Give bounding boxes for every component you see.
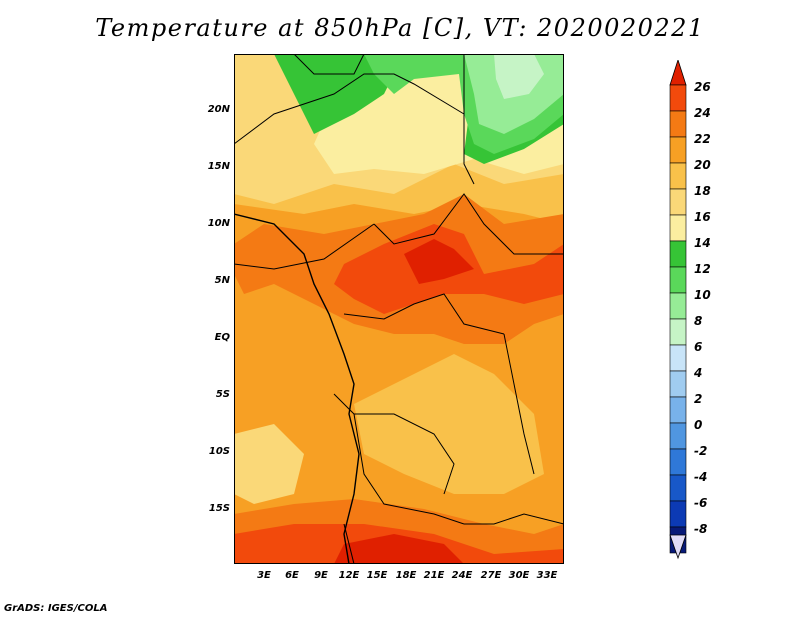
- colorbar-label: 8: [694, 314, 703, 328]
- colorbar-cell: [669, 136, 687, 164]
- map-frame: [234, 54, 564, 564]
- colorbar-label: -2: [694, 444, 708, 458]
- colorbar-cell: [669, 240, 687, 268]
- colorbar-label: 0: [694, 418, 703, 432]
- x-tick-label: 27E: [480, 570, 502, 581]
- x-tick-label: 9E: [314, 570, 328, 581]
- colorbar-cell: [669, 84, 687, 112]
- x-tick-label: 24E: [451, 570, 473, 581]
- colorbar-label: 12: [694, 262, 711, 276]
- colorbar-cell: [669, 162, 687, 190]
- colorbar-cell: [669, 370, 687, 398]
- colorbar-label: 4: [694, 366, 703, 380]
- field-18-south: [354, 354, 544, 494]
- colorbar-label: 24: [694, 106, 711, 120]
- field-16-south: [234, 424, 304, 504]
- x-tick-label: 30E: [508, 570, 530, 581]
- y-tick-label: 20N: [207, 104, 230, 115]
- colorbar-label: -4: [694, 470, 708, 484]
- colorbar-cell: [669, 110, 687, 138]
- colorbar: [669, 60, 687, 560]
- x-tick-label: 18E: [395, 570, 417, 581]
- colorbar-label: 20: [694, 158, 711, 172]
- colorbar-label: 10: [694, 288, 711, 302]
- temperature-map: [234, 54, 564, 564]
- colorbar-cell: [669, 344, 687, 372]
- colorbar-label: 6: [694, 340, 703, 354]
- x-tick-label: 12E: [338, 570, 360, 581]
- country-borders: [234, 54, 564, 564]
- x-tick-label: 15E: [366, 570, 388, 581]
- x-tick-label: 21E: [423, 570, 445, 581]
- footer-credit: GrADS: IGES/COLA: [4, 603, 108, 614]
- y-tick-label: 15N: [207, 161, 230, 172]
- colorbar-bottom-arrow: [669, 534, 687, 560]
- coastline: [234, 213, 360, 564]
- colorbar-cell: [669, 318, 687, 346]
- colorbar-label: 14: [694, 236, 711, 250]
- y-tick-label: 5N: [214, 275, 230, 286]
- colorbar-cell: [669, 188, 687, 216]
- colorbar-cell: [669, 422, 687, 450]
- colorbar-label: 22: [694, 132, 711, 146]
- colorbar-label: 26: [694, 80, 711, 94]
- field-26-south: [334, 534, 464, 564]
- x-tick-label: 33E: [536, 570, 558, 581]
- colorbar-label: -6: [694, 496, 708, 510]
- y-tick-label: 10S: [208, 446, 230, 457]
- field-6-north: [494, 54, 544, 99]
- y-tick-label: EQ: [214, 332, 230, 343]
- x-tick-label: 3E: [257, 570, 271, 581]
- colorbar-cell: [669, 266, 687, 294]
- colorbar-cell: [669, 500, 687, 528]
- x-tick-label: 6E: [285, 570, 299, 581]
- colorbar-label: 2: [694, 392, 703, 406]
- colorbar-cell: [669, 448, 687, 476]
- plot-title: Temperature at 850hPa [C], VT: 202002022…: [95, 14, 705, 42]
- colorbar-cell: [669, 214, 687, 242]
- field-26-core: [404, 239, 474, 284]
- colorbar-label: 18: [694, 184, 711, 198]
- colorbar-label: -8: [694, 522, 708, 536]
- colorbar-label: 16: [694, 210, 711, 224]
- y-tick-label: 10N: [207, 218, 230, 229]
- y-tick-label: 15S: [208, 503, 230, 514]
- y-tick-label: 5S: [215, 389, 230, 400]
- colorbar-cell: [669, 396, 687, 424]
- colorbar-cell: [669, 292, 687, 320]
- colorbar-top-arrow: [669, 60, 687, 86]
- colorbar-cell: [669, 474, 687, 502]
